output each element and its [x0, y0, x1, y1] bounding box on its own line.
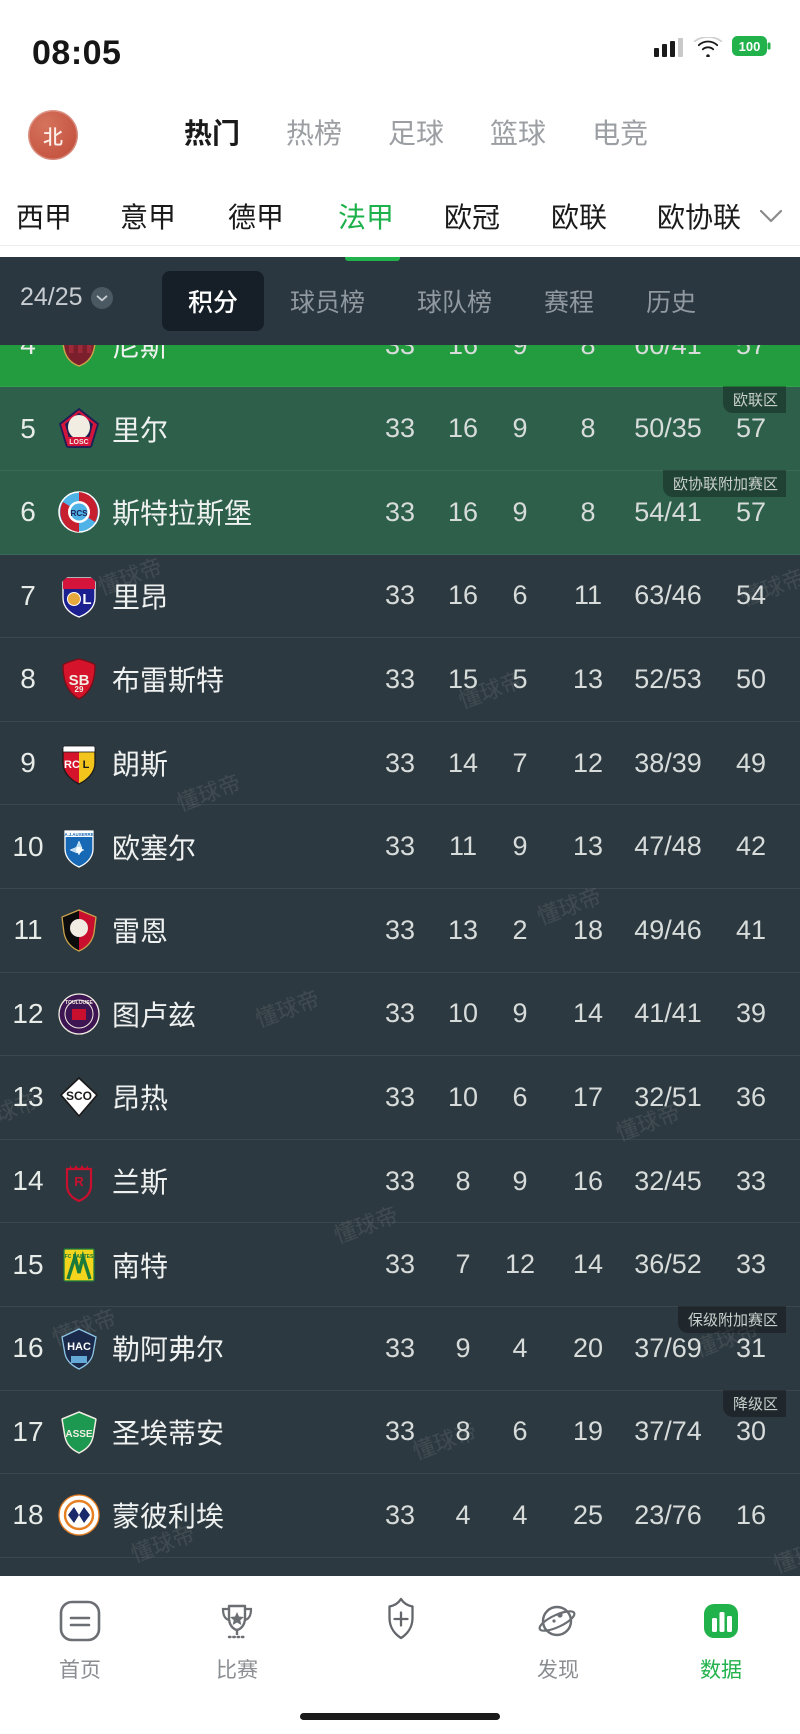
svg-text:TOULOUSE: TOULOUSE [65, 1000, 93, 1006]
svg-text:R: R [74, 1174, 84, 1189]
svg-text:100: 100 [739, 39, 761, 54]
svg-text:LOSC: LOSC [69, 439, 88, 446]
svg-text:A.J.AUXERRE: A.J.AUXERRE [65, 832, 94, 837]
svg-text:29: 29 [75, 685, 84, 694]
svg-text:RCS: RCS [71, 509, 89, 518]
svg-text:L: L [82, 591, 91, 608]
svg-text:FC NANTES: FC NANTES [65, 1254, 94, 1260]
svg-text:L: L [83, 759, 90, 771]
svg-text:SCO: SCO [66, 1089, 92, 1103]
svg-text:ASSE: ASSE [65, 1429, 93, 1440]
svg-text:HAC: HAC [67, 1341, 91, 1353]
svg-text:RC: RC [64, 759, 80, 771]
